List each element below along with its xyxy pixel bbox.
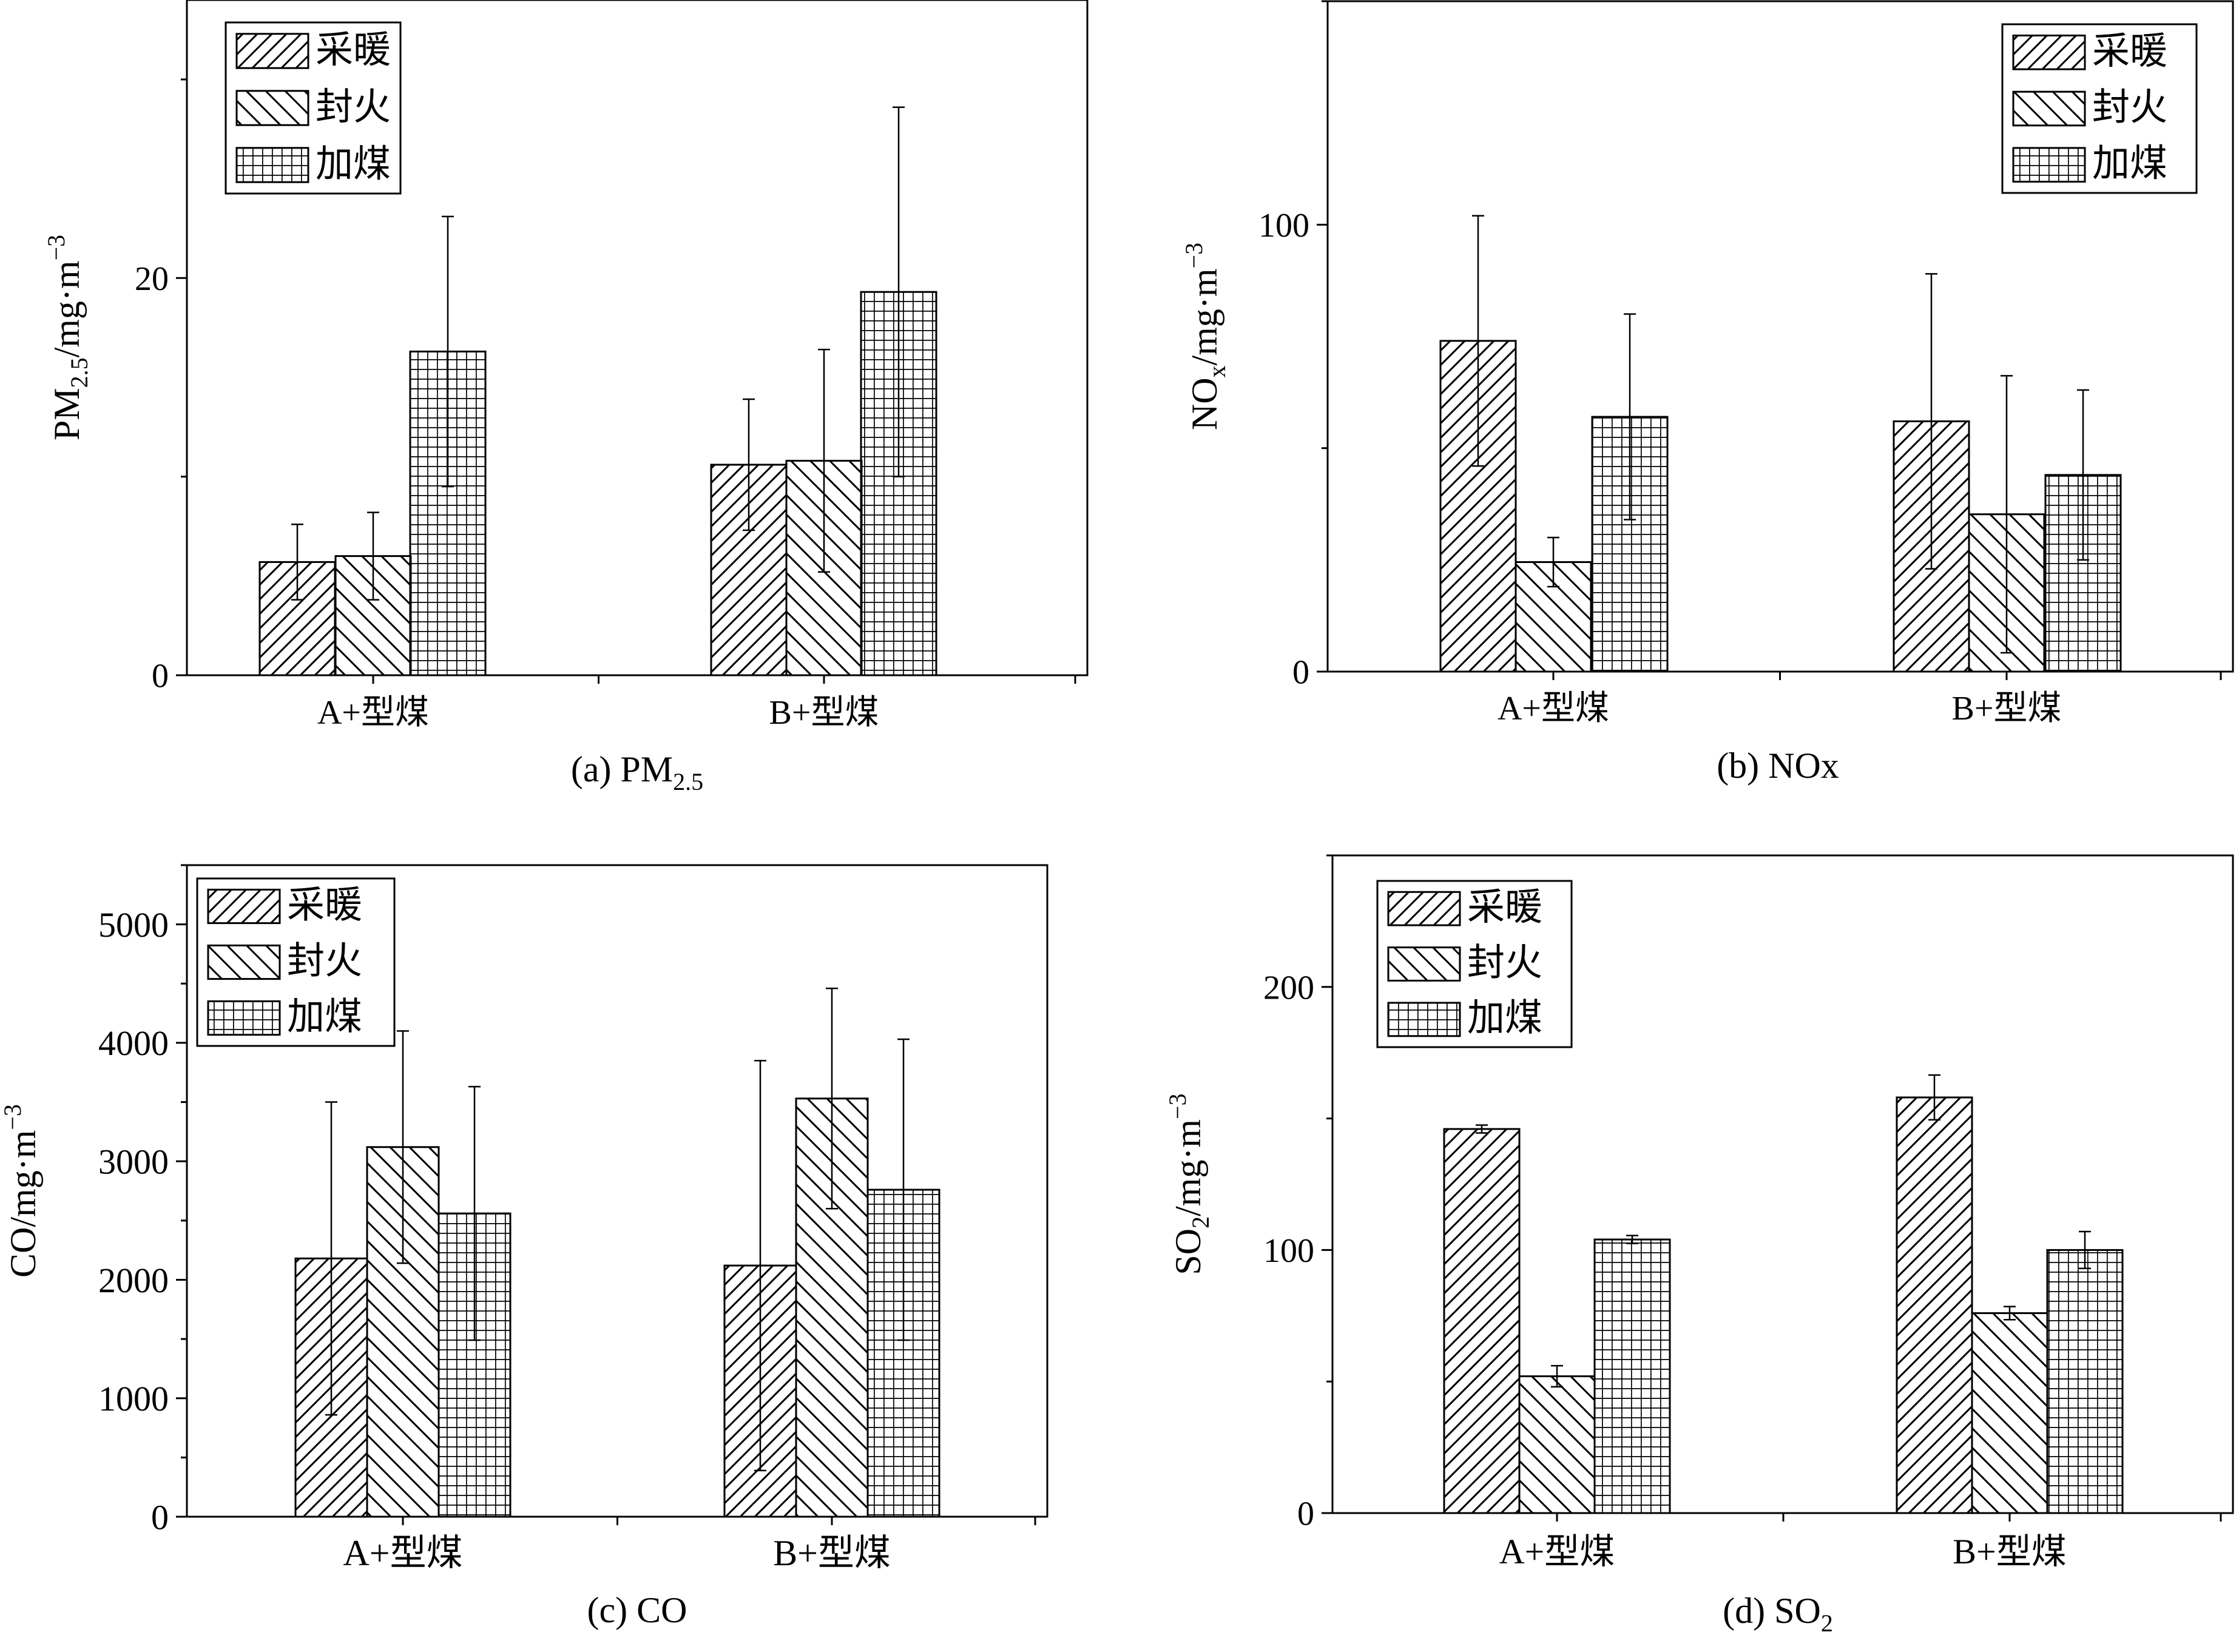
x-tick-label: B+型煤 <box>1953 1532 2066 1571</box>
legend-label: 加煤 <box>2092 143 2167 184</box>
bar-封火-B+型煤 <box>1971 1312 2048 1514</box>
legend-label: 封火 <box>2092 87 2167 129</box>
legend-swatch <box>207 888 281 925</box>
x-tick-label: B+型煤 <box>769 694 879 732</box>
ylabel-unit: /mg·m <box>47 260 87 357</box>
legend-label: 加煤 <box>287 996 362 1037</box>
y-axis-label: PM2.5/mg·m−3 <box>42 235 93 440</box>
ylabel-subscript: 2.5 <box>66 357 93 388</box>
ylabel-superscript: −3 <box>0 1104 26 1130</box>
legend-swatch <box>235 147 309 183</box>
y-tick-label: 0 <box>1297 1495 1314 1533</box>
legend-label: 封火 <box>316 87 391 128</box>
chart-panel-3: 0 1000 2000 3000 4000 5000 A+型煤 B+型煤 (c) CO CO/mg… <box>0 864 1049 1630</box>
y-tick-label: 3000 <box>98 1142 169 1181</box>
legend-swatch <box>2012 147 2086 183</box>
y-tick-label: 4000 <box>98 1023 169 1063</box>
caption-main: (b) NOx <box>1717 746 1839 786</box>
y-tick-label: 0 <box>152 658 169 695</box>
legend-swatch <box>207 944 281 980</box>
plot-frame <box>186 0 1089 676</box>
x-tick-label: A+型煤 <box>343 1533 462 1573</box>
panel-caption: (c) CO <box>587 1590 687 1630</box>
y-tick-label: 100 <box>1263 1232 1314 1270</box>
y-axis-label: NOx/mg·m−3 <box>1180 243 1231 430</box>
bar-封火-A+型煤 <box>1518 1375 1596 1514</box>
ylabel-main: CO <box>3 1227 43 1278</box>
caption-subscript: 2 <box>1821 1610 1833 1637</box>
x-tick-label: B+型煤 <box>773 1533 891 1573</box>
legend-label: 采暖 <box>287 885 362 926</box>
legend-label: 采暖 <box>316 30 391 71</box>
ylabel-subscript: 2 <box>1187 1216 1214 1229</box>
x-tick-label: A+型煤 <box>317 694 429 732</box>
bar-加煤-A+型煤 <box>1593 1238 1671 1514</box>
legend-label: 封火 <box>287 940 362 982</box>
ylabel-superscript: −3 <box>1180 243 1207 269</box>
x-tick-label: B+型煤 <box>1952 690 2062 727</box>
legend-swatch <box>2012 35 2086 70</box>
y-tick-label: 20 <box>135 260 169 298</box>
caption-main: (c) CO <box>587 1590 687 1630</box>
y-tick-label: 1000 <box>98 1379 169 1418</box>
panel-caption: (d) SO2 <box>1723 1591 1833 1637</box>
y-tick-label: 0 <box>151 1497 169 1537</box>
y-tick-label: 5000 <box>98 905 169 945</box>
ylabel-main: PM <box>47 388 87 440</box>
legend-swatch <box>1387 946 1461 982</box>
legend-label: 封火 <box>1467 942 1542 983</box>
ylabel-superscript: −3 <box>42 235 70 261</box>
legend-swatch <box>207 1000 281 1036</box>
x-tick-label: A+型煤 <box>1498 690 1609 727</box>
caption-subscript: 2.5 <box>673 768 703 795</box>
bar-采暖-A+型煤 <box>1443 1128 1521 1514</box>
ylabel-main: NO <box>1184 377 1224 430</box>
legend-swatch <box>1387 1002 1461 1037</box>
ylabel-unit: /mg·m <box>3 1130 43 1227</box>
caption-main: (a) PM <box>571 749 673 789</box>
ylabel-superscript: −3 <box>1164 1093 1191 1119</box>
legend-swatch <box>235 90 309 126</box>
y-tick-label: 100 <box>1258 207 1309 244</box>
ylabel-main: SO <box>1168 1229 1208 1275</box>
y-tick-label: 2000 <box>98 1261 169 1300</box>
caption-main: (d) SO <box>1723 1591 1821 1631</box>
y-tick-label: 0 <box>1292 654 1309 692</box>
panel-caption: (a) PM2.5 <box>571 749 703 795</box>
legend-swatch <box>1387 891 1461 926</box>
ylabel-unit: /mg·m <box>1168 1119 1208 1216</box>
legend-swatch <box>235 33 309 69</box>
ylabel-unit: /mg·m <box>1184 268 1224 365</box>
legend-label: 采暖 <box>1467 887 1542 928</box>
legend-label: 加煤 <box>316 144 391 185</box>
y-axis-label: SO2/mg·m−3 <box>1164 1093 1214 1275</box>
panel-caption: (b) NOx <box>1717 746 1839 786</box>
ylabel-subscript: x <box>1203 365 1231 377</box>
y-tick-label: 200 <box>1263 969 1314 1006</box>
bar-加煤-B+型煤 <box>2046 1249 2124 1514</box>
bar-封火-B+型煤 <box>795 1097 869 1518</box>
legend-swatch <box>2012 90 2086 127</box>
bar-采暖-B+型煤 <box>1896 1096 1973 1514</box>
y-axis-label: CO/mg·m−3 <box>0 1104 43 1278</box>
legend-label: 采暖 <box>2092 31 2167 72</box>
x-tick-label: A+型煤 <box>1499 1532 1615 1571</box>
legend-label: 加煤 <box>1467 998 1542 1039</box>
